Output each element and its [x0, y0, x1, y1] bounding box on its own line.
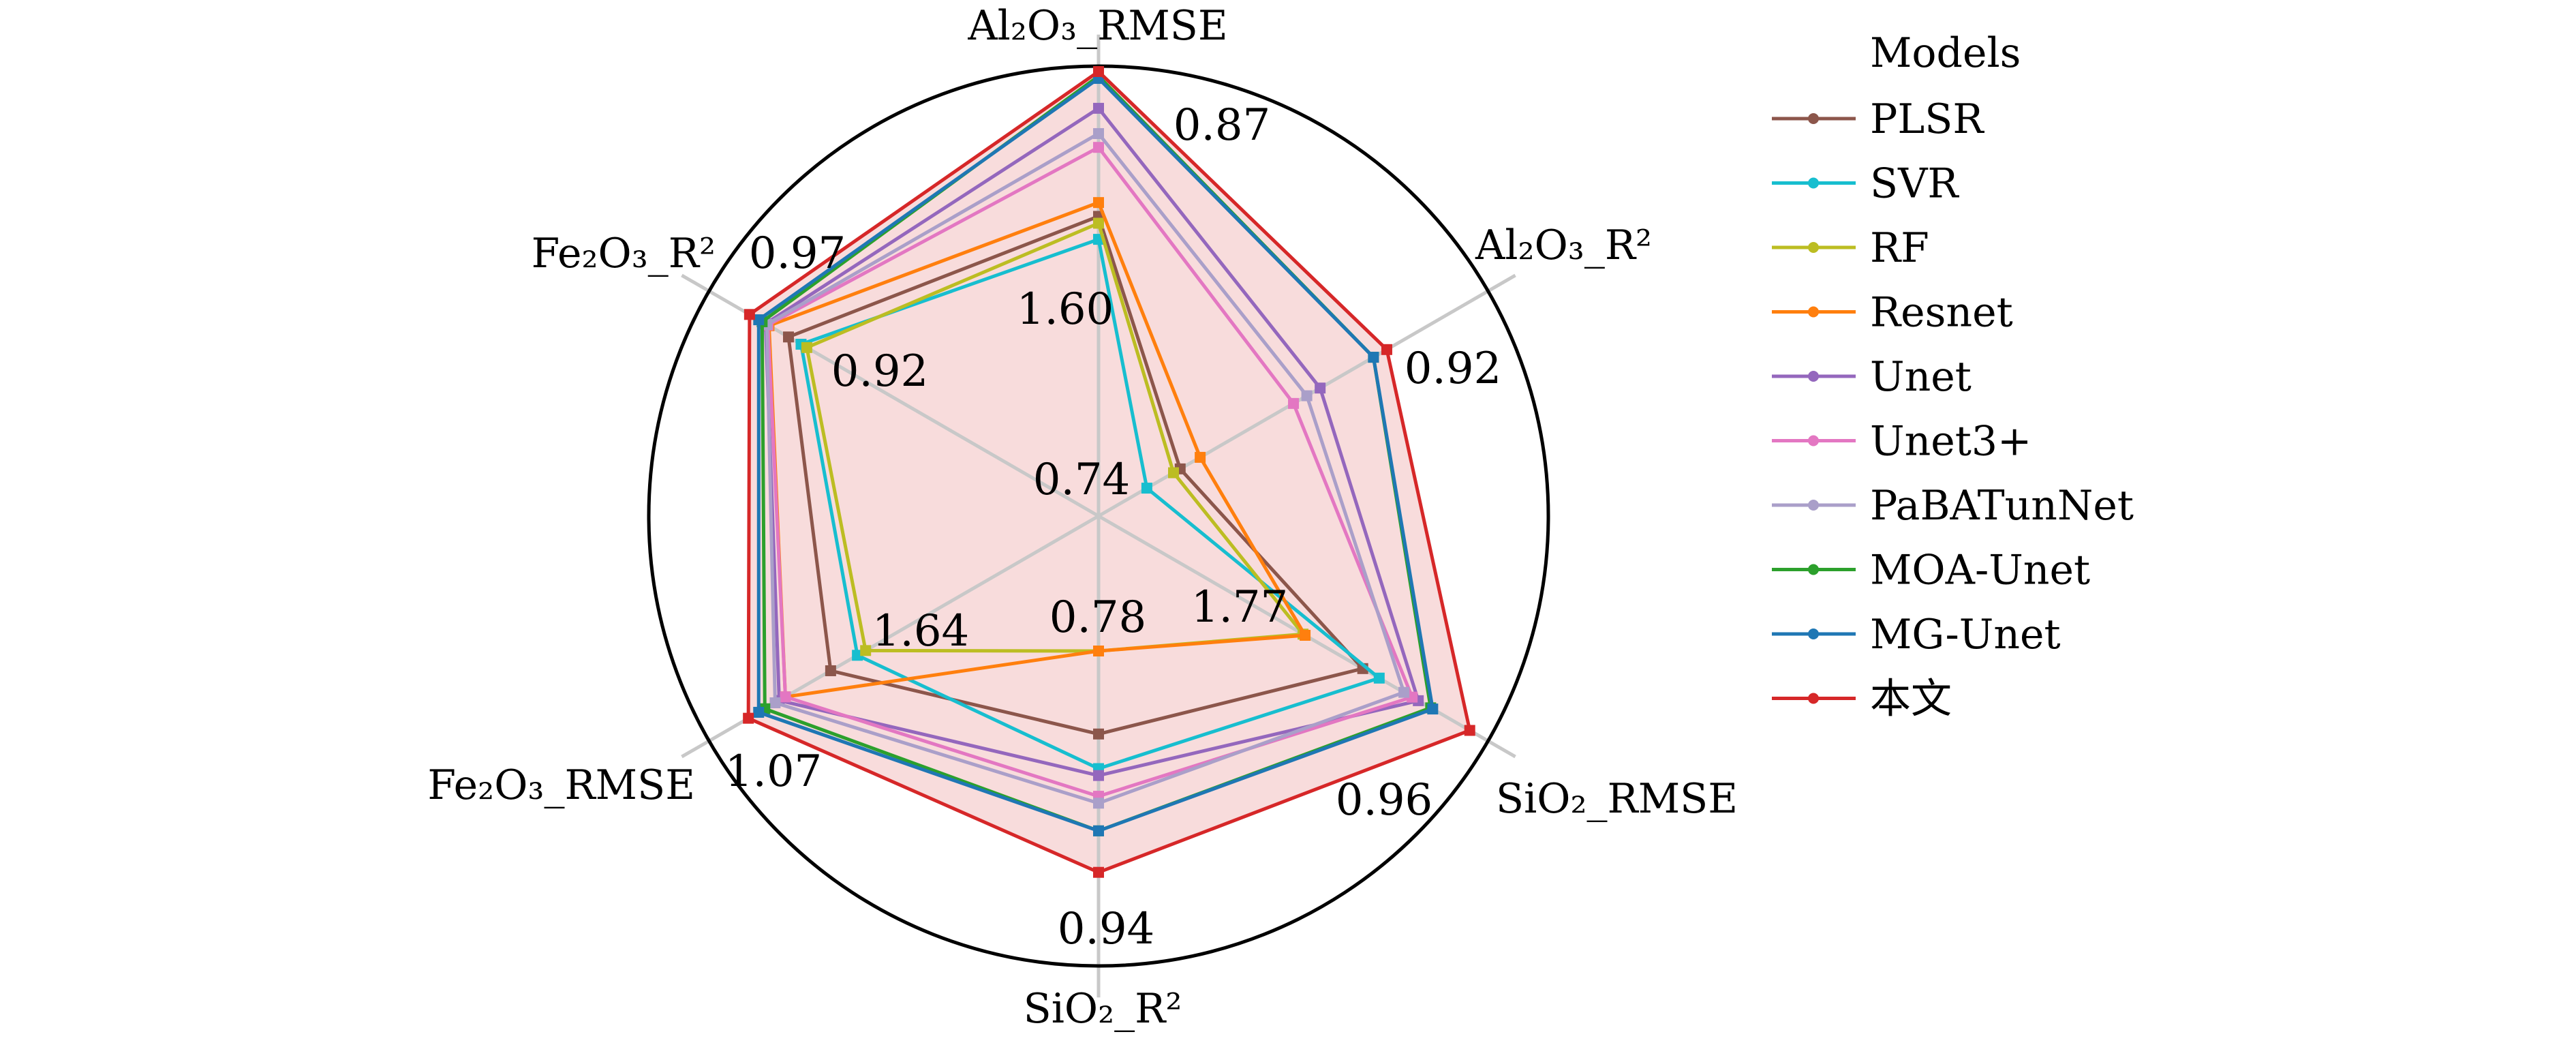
legend-item: PaBATunNet — [1772, 482, 2134, 530]
tick-label-worst: 0.92 — [831, 346, 929, 397]
data-point — [753, 314, 765, 326]
data-point — [1300, 629, 1311, 641]
tick-label-best: 0.87 — [1174, 100, 1271, 151]
data-point — [1398, 686, 1410, 698]
data-point — [1093, 825, 1104, 836]
tick-label-worst: 0.78 — [1049, 592, 1147, 643]
tick-label-worst: 1.64 — [872, 606, 970, 656]
legend-item: MG-Unet — [1772, 611, 2061, 658]
data-point — [1093, 127, 1104, 139]
data-point — [743, 309, 755, 320]
data-point — [783, 331, 795, 343]
label-layer: 1.60 0.87 0.74 0.92 1.77 0.96 0.78 0.94 1.64 1.07… — [427, 2, 1738, 1033]
legend-item: Unet — [1772, 353, 1972, 401]
data-point — [1093, 217, 1104, 229]
legend-label: Unet — [1870, 353, 1972, 401]
data-point — [1288, 397, 1300, 409]
axis-label: Al₂O₃_R² — [1475, 222, 1652, 269]
data-point — [780, 691, 791, 703]
data-point — [1093, 65, 1104, 77]
legend-marker — [1808, 177, 1819, 189]
series-9 — [743, 65, 1475, 878]
data-point — [1093, 646, 1104, 656]
data-point — [825, 665, 836, 676]
legend-label: Resnet — [1870, 289, 2013, 337]
tick-label-best: 0.92 — [1405, 344, 1502, 394]
axis-label: Fe₂O₃_RMSE — [427, 761, 695, 809]
legend-item: Resnet — [1772, 289, 2013, 337]
data-point — [1195, 451, 1206, 463]
legend-marker — [1808, 113, 1819, 124]
data-point — [1464, 725, 1475, 736]
legend-marker — [1808, 693, 1819, 704]
data-point — [1093, 197, 1104, 209]
data-point — [1381, 344, 1392, 355]
data-point — [852, 650, 863, 661]
legend-marker — [1808, 435, 1819, 446]
tick-label-worst: 1.77 — [1191, 582, 1289, 633]
legend-item: SVR — [1772, 160, 1959, 208]
legend-title: Models — [1870, 29, 2021, 77]
data-point — [1093, 142, 1104, 153]
data-point — [1368, 352, 1379, 363]
series-layer — [743, 65, 1475, 878]
legend-label: PaBATunNet — [1870, 482, 2134, 530]
data-point — [753, 706, 765, 718]
tick-label-best: 1.07 — [725, 746, 823, 797]
legend-label: Unet3+ — [1870, 418, 2031, 466]
data-point — [1093, 728, 1104, 740]
data-point — [1093, 866, 1104, 878]
data-point — [1407, 691, 1418, 703]
legend-item: Unet3+ — [1772, 418, 2031, 466]
axis-label: SiO₂_R² — [1024, 985, 1182, 1033]
axis-label: Al₂O₃_RMSE — [967, 2, 1227, 50]
data-point — [743, 712, 754, 724]
tick-label-best: 0.96 — [1336, 775, 1433, 826]
data-point — [801, 342, 812, 353]
legend-label: RF — [1870, 224, 1929, 272]
tick-label-best: 0.97 — [749, 228, 846, 279]
data-point — [769, 697, 781, 709]
legend-marker — [1808, 628, 1819, 639]
axis-label: Fe₂O₃_R² — [532, 230, 716, 277]
legend-item: PLSR — [1772, 95, 1984, 143]
tick-label-worst: 0.74 — [1033, 455, 1131, 505]
legend-marker — [1808, 306, 1819, 318]
data-point — [1093, 770, 1104, 781]
legend-item: 本文 — [1772, 676, 1952, 723]
data-point — [860, 645, 872, 656]
legend-item: MOA-Unet — [1772, 547, 2090, 594]
data-point — [1141, 483, 1152, 494]
legend-marker — [1808, 371, 1819, 382]
data-point — [1427, 703, 1439, 715]
data-point — [1373, 672, 1385, 684]
legend-label: PLSR — [1870, 95, 1984, 143]
data-point — [1301, 390, 1313, 402]
tick-label-best: 0.94 — [1058, 904, 1155, 954]
legend-marker — [1808, 564, 1819, 575]
legend-label: 本文 — [1870, 676, 1952, 723]
axis-label: SiO₂_RMSE — [1496, 775, 1738, 823]
legend-label: MG-Unet — [1870, 611, 2061, 658]
legend-marker — [1808, 500, 1819, 511]
legend-label: SVR — [1870, 160, 1959, 208]
legend-item: RF — [1772, 224, 1929, 272]
series-8 — [753, 73, 1439, 836]
data-point — [1167, 467, 1179, 479]
data-point — [1315, 382, 1326, 394]
legend: Models PLSR SVR RF Resnet Unet Unet3+ PaBATunNe… — [1772, 29, 2134, 723]
tick-label-worst: 1.60 — [1017, 284, 1114, 335]
data-point — [1093, 102, 1104, 114]
legend-label: MOA-Unet — [1870, 547, 2090, 594]
legend-marker — [1808, 242, 1819, 253]
data-point — [1093, 798, 1104, 809]
